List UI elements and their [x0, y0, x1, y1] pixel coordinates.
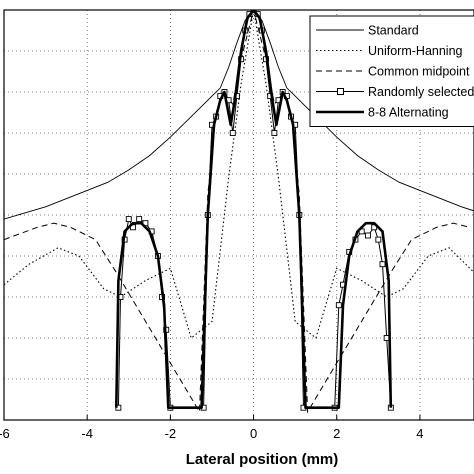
data-point-marker — [115, 404, 122, 411]
x-tick-label: -6 — [0, 426, 10, 441]
x-tick-label: 4 — [416, 426, 423, 441]
data-point-marker — [375, 236, 382, 243]
legend-marker — [337, 88, 344, 95]
axes-box — [3, 9, 474, 421]
plot-frame — [3, 9, 474, 421]
data-point-marker — [379, 261, 386, 268]
legend-label: Randomly selected — [368, 85, 474, 99]
legend-label: 8-8 Alternating — [368, 106, 449, 120]
series-5 — [115, 10, 393, 410]
legend-item: Standard — [316, 24, 419, 38]
data-point-marker — [271, 130, 278, 136]
data-point-marker — [335, 302, 342, 309]
legend-item: Uniform-Hanning — [316, 44, 463, 58]
series-line — [4, 10, 470, 414]
legend-label: Standard — [368, 24, 419, 38]
x-tick-label: -4 — [81, 426, 93, 441]
x-tick-label: -2 — [165, 426, 177, 441]
data-point-marker — [136, 216, 143, 223]
series-layer — [4, 10, 474, 414]
series-3 — [4, 10, 470, 414]
data-point-marker — [125, 216, 132, 223]
x-tick-label: 0 — [250, 426, 257, 441]
legend-box — [309, 15, 474, 127]
legend-item: Randomly selected — [316, 85, 474, 99]
series-line — [4, 10, 474, 220]
data-point-marker — [364, 232, 371, 239]
series-1 — [4, 10, 474, 220]
series-line — [115, 10, 393, 410]
legend: Standard Uniform-Hanning Common midpoint Ra… — [309, 15, 474, 127]
legend-item: Common midpoint — [316, 65, 470, 79]
x-tick-label: 2 — [333, 426, 340, 441]
legend-label: Uniform-Hanning — [368, 44, 463, 58]
x-axis-ticks: -6 -4 -2 0 2 4 — [0, 415, 424, 441]
legend-item: 8-8 Alternating — [316, 106, 449, 120]
data-point-marker — [229, 130, 236, 136]
legend-label: Common midpoint — [368, 65, 470, 79]
x-axis-title: Lateral position (mm) — [186, 451, 339, 468]
